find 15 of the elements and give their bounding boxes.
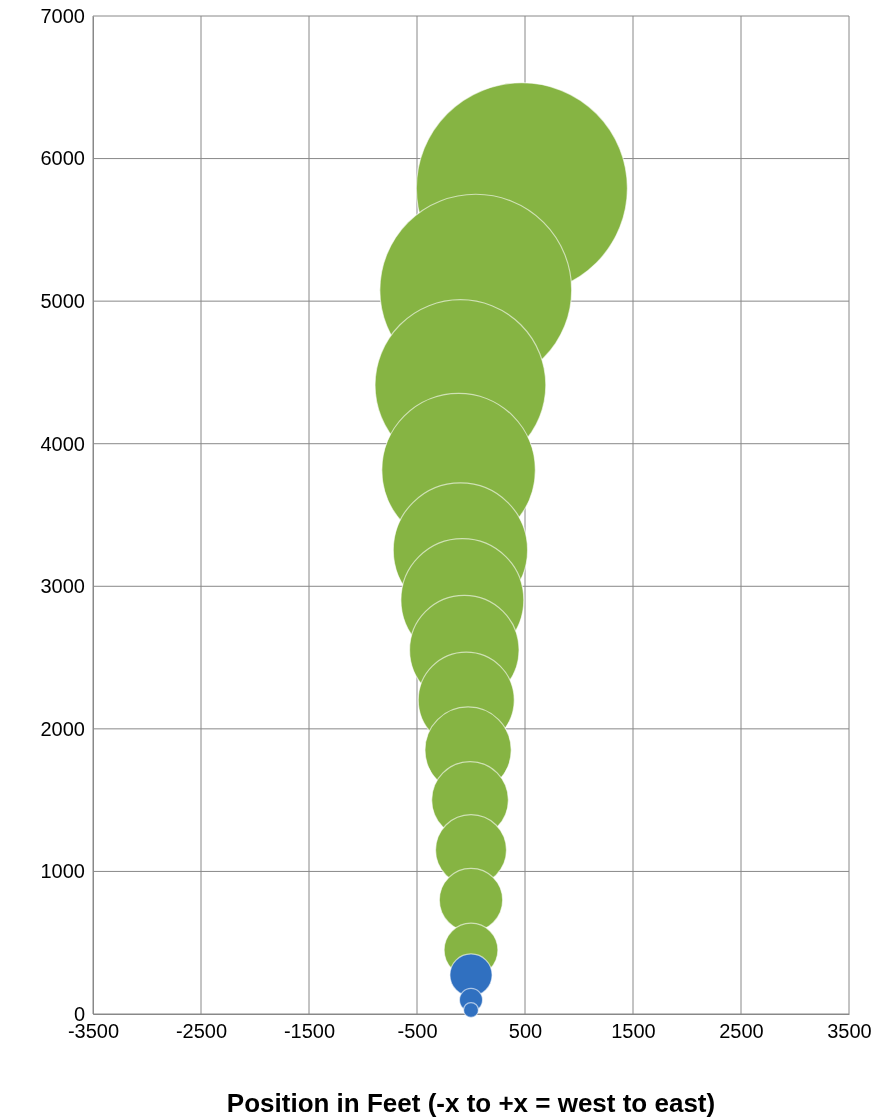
- x-tick-label: -1500: [283, 1020, 336, 1043]
- x-tick-label: 2500: [719, 1020, 764, 1043]
- x-tick-label: 1500: [611, 1020, 656, 1043]
- y-tick-label: 4000: [40, 432, 85, 455]
- y-tick-label: 6000: [40, 147, 85, 170]
- y-tick-label: 7000: [40, 4, 85, 27]
- y-tick-label: 5000: [40, 290, 85, 313]
- y-tick-label: 3000: [40, 575, 85, 598]
- y-tick-label: 1000: [40, 860, 85, 883]
- y-tick-label: 2000: [40, 717, 85, 740]
- x-tick-label: -500: [397, 1020, 438, 1043]
- x-tick-label: -2500: [175, 1020, 228, 1043]
- x-tick-label: 500: [508, 1020, 543, 1043]
- x-tick-label: 3500: [827, 1020, 872, 1043]
- x-axis-title: Position in Feet (-x to +x = west to east): [226, 1088, 716, 1118]
